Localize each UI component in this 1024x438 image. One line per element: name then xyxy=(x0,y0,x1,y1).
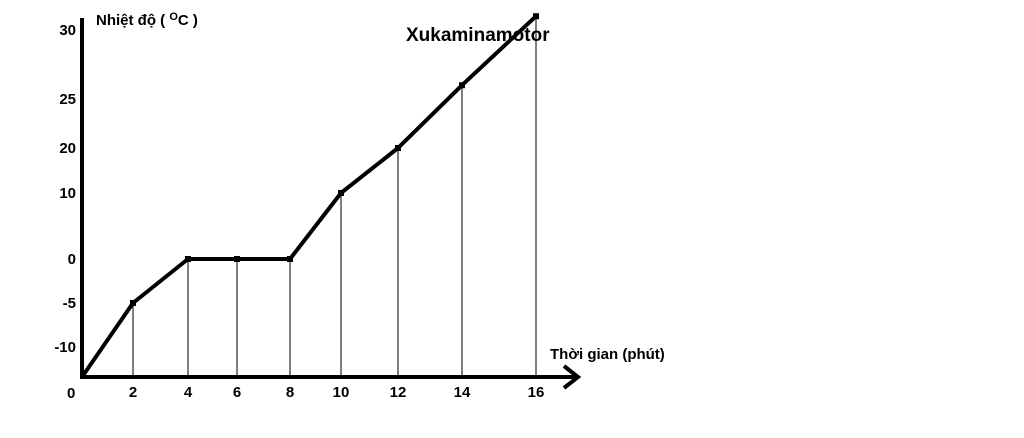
x-tick-labels: 2 4 6 8 10 12 14 16 xyxy=(129,384,545,401)
y-axis-title-prefix: Nhiệt độ ( xyxy=(96,12,169,29)
y-tick-label: 25 xyxy=(59,91,76,108)
y-tick-label: 0 xyxy=(68,251,76,268)
y-axis-title-suffix: C ) xyxy=(178,12,198,29)
y-tick-label: -10 xyxy=(54,339,76,356)
x-tick-label: 4 xyxy=(184,384,193,401)
data-point xyxy=(338,190,344,196)
x-axis-arrow-icon xyxy=(562,364,582,390)
data-point xyxy=(287,256,293,262)
y-tick-label: 30 xyxy=(59,22,76,39)
y-tick-label: -5 xyxy=(63,295,76,312)
data-point xyxy=(185,256,191,262)
x-axis-title: Thời gian (phút) xyxy=(550,346,665,363)
x-tick-label: 14 xyxy=(454,384,471,401)
y-axis-title-superscript: O xyxy=(169,11,178,23)
data-point xyxy=(395,145,401,151)
x-tick-label: 10 xyxy=(333,384,350,401)
data-point xyxy=(234,256,240,262)
drop-lines xyxy=(132,16,537,377)
series-line xyxy=(80,14,538,379)
y-tick-label: 10 xyxy=(59,185,76,202)
x-tick-label: 2 xyxy=(129,384,137,401)
y-tick-label: 20 xyxy=(59,140,76,157)
data-point xyxy=(130,300,136,306)
series-group xyxy=(80,13,539,379)
y-tick-labels: 30 25 20 10 0 -5 -10 xyxy=(54,22,76,356)
origin-label: 0 xyxy=(67,385,75,402)
x-tick-label: 8 xyxy=(286,384,294,401)
data-point xyxy=(533,13,539,20)
y-axis-title: Nhiệt độ ( OC ) xyxy=(96,11,198,29)
x-tick-label: 16 xyxy=(528,384,545,401)
x-tick-label: 12 xyxy=(390,384,407,401)
x-tick-label: 6 xyxy=(233,384,241,401)
data-point xyxy=(459,82,465,89)
chart-title: Xukaminamotor xyxy=(406,25,550,46)
